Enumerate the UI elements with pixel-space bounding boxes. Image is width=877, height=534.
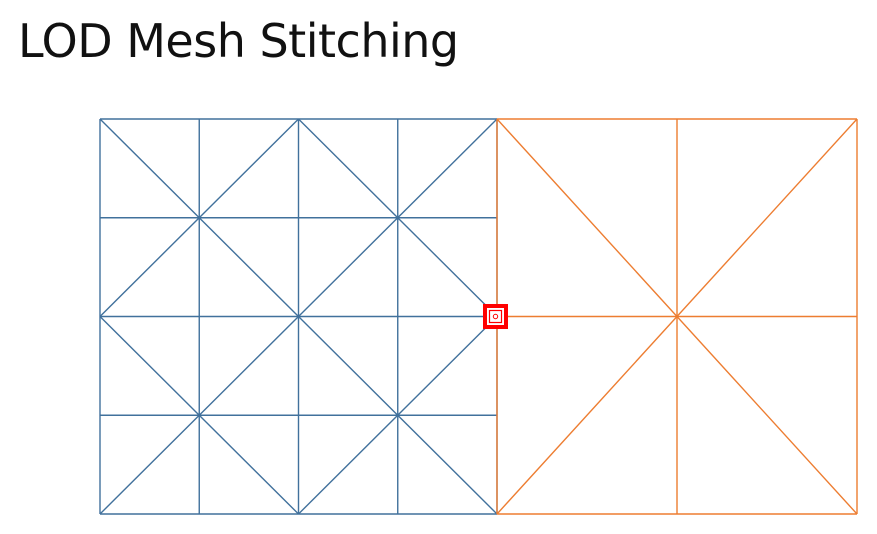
- mesh-diagonal: [298, 316, 498, 515]
- high-detail-mesh: [99, 118, 498, 515]
- mesh-diagonal: [496, 118, 858, 515]
- mesh-diagonal: [99, 118, 299, 317]
- seam-vertex-marker: [483, 304, 508, 329]
- slide-title: LOD Mesh Stitching: [18, 14, 459, 68]
- low-detail-mesh: [496, 118, 858, 515]
- mesh-diagonal: [99, 316, 299, 515]
- mesh-diagonal: [298, 118, 498, 317]
